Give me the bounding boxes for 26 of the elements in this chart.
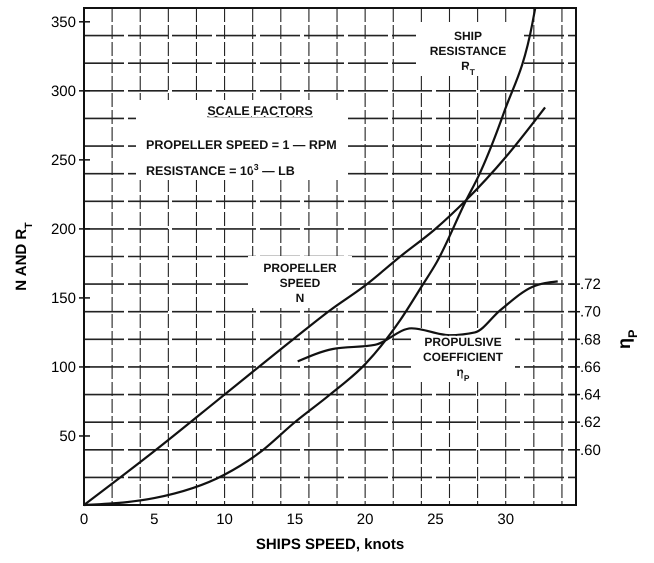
x-tick-label: 25 (427, 511, 444, 528)
x-tick-label: 0 (80, 511, 88, 528)
y-tick-label: 300 (50, 82, 76, 100)
annotation: PROPELLER SPEED = 1 — RPM (146, 138, 337, 152)
x-tick-label: 20 (356, 511, 374, 528)
y-tick-label: 50 (59, 428, 76, 445)
x-tick-label: 5 (150, 511, 158, 528)
y-tick-label: 100 (50, 358, 76, 376)
y2-tick-label: .66 (580, 358, 601, 376)
annotation: SCALE FACTORS (207, 104, 313, 118)
y-tick-label: 250 (50, 152, 76, 169)
y2-tick-label: .64 (580, 386, 601, 404)
annotation: RESISTANCE = 10$^{3}$ — LB (146, 162, 295, 178)
x-axis-title: SHIPS SPEED, knots (256, 536, 404, 553)
y2-tick-label: .60 (580, 442, 601, 459)
x-tick-label: 30 (497, 511, 514, 528)
y2-tick-label: .70 (580, 304, 601, 321)
y-tick-label: 350 (50, 14, 76, 31)
x-tick-label: 15 (286, 511, 304, 528)
y2-tick-label: .62 (580, 414, 601, 432)
y-tick-label: 200 (50, 220, 76, 238)
series-label: PROPELLER SPEED N (263, 261, 338, 305)
x-tick-label: 10 (216, 511, 233, 528)
y-tick-label: 150 (50, 290, 76, 307)
y2-tick-label: .68 (580, 331, 601, 348)
y2-tick-label: .72 (580, 276, 601, 294)
